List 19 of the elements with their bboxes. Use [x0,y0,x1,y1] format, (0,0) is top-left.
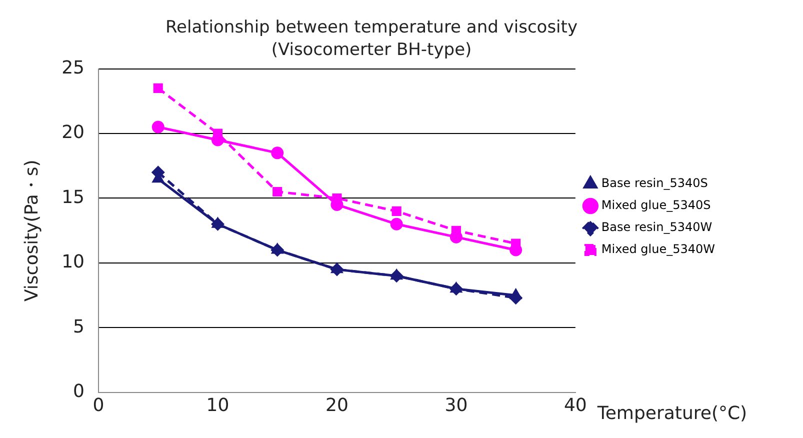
y-tick-label: 5 [73,316,85,338]
legend-label: Base resin_5340W [601,220,712,234]
y-tick-label: 10 [62,252,85,273]
legend-label: Mixed glue_5340W [601,242,716,256]
y-tick-label: 0 [73,381,85,402]
y-tick-label: 20 [62,122,85,144]
x-axis-title: Temperature(°C) [596,403,748,424]
x-tick-label: 40 [564,394,587,416]
x-tick-label: 20 [326,394,348,416]
y-axis-title: Viscosity(Pa・s) [21,160,42,302]
chart-title: Relationship between temperature and viscosity [165,18,578,38]
legend-label: Base resin_5340S [601,176,708,190]
x-tick-label: 10 [206,394,230,416]
legend-label: Mixed glue_5340S [601,198,711,212]
y-tick-label: 25 [62,57,85,78]
x-tick-label: 0 [92,394,104,416]
x-tick-label: 30 [444,394,468,416]
y-tick-label: 15 [62,186,85,208]
chart-subtitle: (Visocomerter BH-type) [271,40,472,60]
